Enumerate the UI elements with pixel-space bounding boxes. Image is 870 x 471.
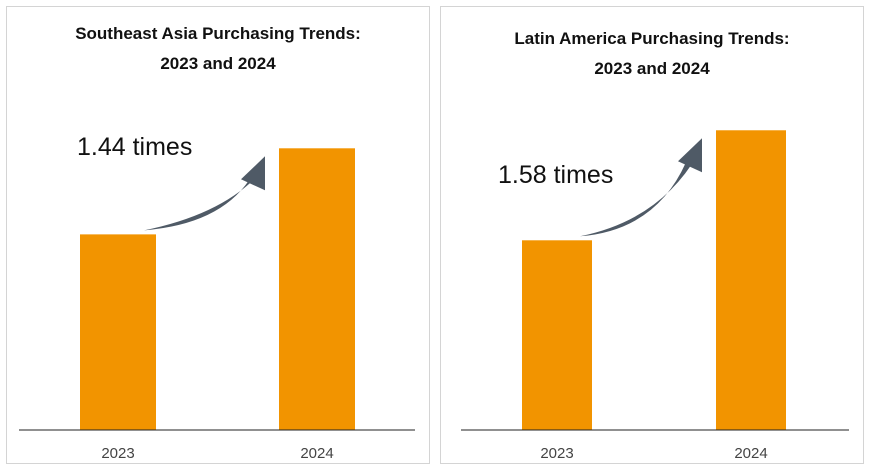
curved-arrow-icon xyxy=(144,156,265,231)
growth-annotation: 1.44 times xyxy=(77,133,192,161)
chart-title: Southeast Asia Purchasing Trends: 2023 a… xyxy=(7,19,429,79)
bar-2024 xyxy=(279,148,355,431)
chart-svg: 2023 2024 1.44 times xyxy=(19,133,415,462)
chart-title: Latin America Purchasing Trends: 2023 an… xyxy=(441,24,863,84)
chart-svg: 2023 2024 1.58 times xyxy=(461,130,849,462)
growth-annotation: 1.58 times xyxy=(498,161,613,189)
bar-2023 xyxy=(522,240,592,430)
chart-title-line-1: Latin America Purchasing Trends: xyxy=(514,29,790,48)
bar-2024 xyxy=(716,130,786,430)
curved-arrow-icon xyxy=(580,138,702,237)
chart-title-line-2: 2023 and 2024 xyxy=(594,59,710,78)
bar-2023 xyxy=(80,234,156,430)
chart-title-line-2: 2023 and 2024 xyxy=(160,54,276,73)
x-tick-label: 2023 xyxy=(540,445,573,462)
chart-title-line-1: Southeast Asia Purchasing Trends: xyxy=(75,24,361,43)
x-tick-label: 2024 xyxy=(734,445,767,462)
chart-panel-southeast-asia: Southeast Asia Purchasing Trends: 2023 a… xyxy=(6,6,430,464)
x-tick-label: 2024 xyxy=(300,445,333,462)
chart-panel-latin-america: Latin America Purchasing Trends: 2023 an… xyxy=(440,6,864,464)
x-tick-label: 2023 xyxy=(101,445,134,462)
